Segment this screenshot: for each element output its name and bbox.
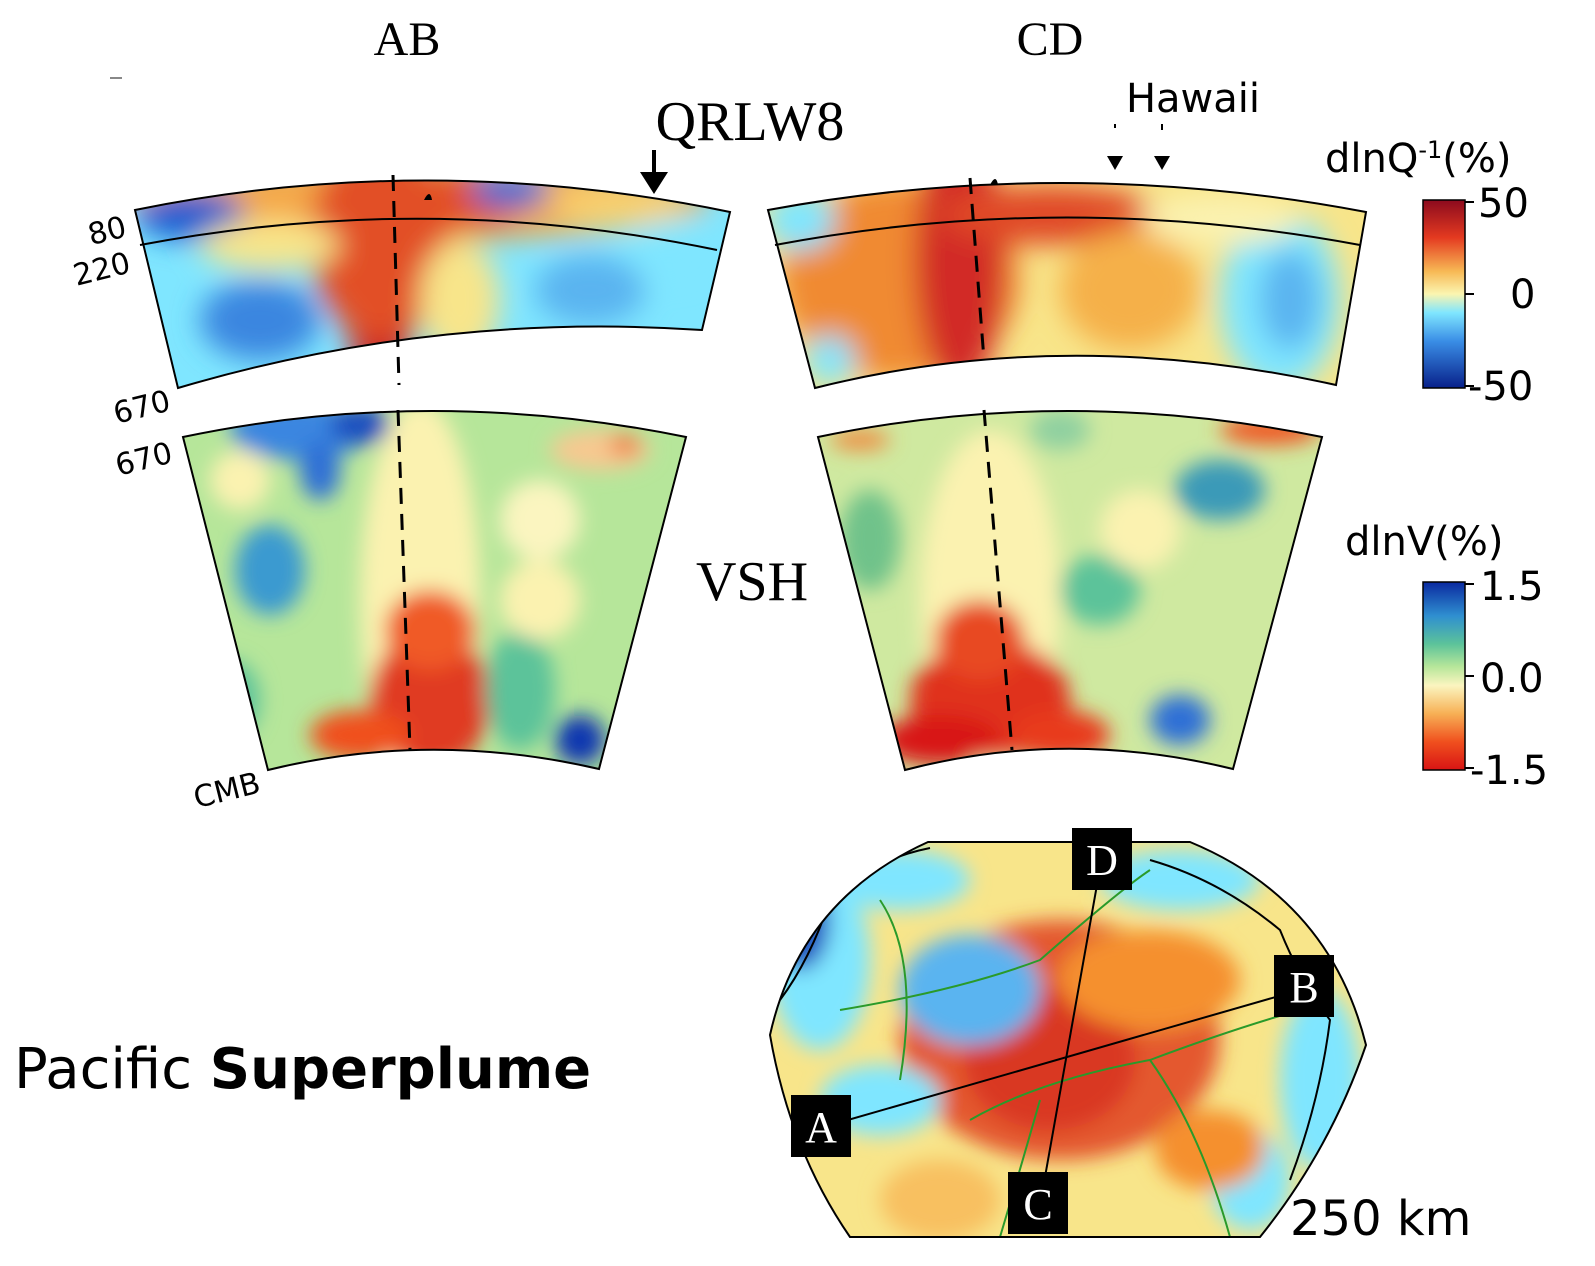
section-cd-vsh: [816, 409, 1324, 772]
depth-label-670-upper: 670: [110, 384, 174, 432]
arrow-down-icon: [640, 150, 668, 194]
colorbar-dlnq-tick-max: 50: [1478, 181, 1529, 227]
depth-label-cmb: CMB: [190, 766, 264, 816]
profile-marker-d: D: [1072, 828, 1132, 890]
pacific-map: A B C D: [768, 828, 1368, 1238]
section-ab-qrlw8: [133, 174, 732, 390]
hawaii-label: Hawaii: [1126, 76, 1260, 122]
caption-plain: Pacific: [14, 1037, 210, 1102]
section-title-ab: AB: [374, 13, 441, 66]
section-title-cd: CD: [1017, 13, 1084, 66]
profile-marker-b: B: [1274, 955, 1334, 1017]
caption-bold: Superplume: [210, 1037, 591, 1102]
colorbar-dlnv-title: dlnV(%): [1345, 519, 1503, 565]
colorbar-dlnq-title: dlnQ-1(%): [1325, 136, 1512, 182]
colorbar-dlnq: dlnQ-1(%) 50 0 -50: [1325, 136, 1535, 410]
colorbar-dlnq-tick-min: -50: [1468, 364, 1533, 410]
model-label-vsh: VSH: [696, 551, 808, 613]
colorbar-dlnv-scale: [1422, 581, 1466, 771]
colorbar-dlnv-tick-min: -1.5: [1470, 748, 1548, 794]
figure-caption: Pacific Superplume: [14, 1037, 591, 1102]
profile-marker-a: A: [791, 1095, 851, 1157]
depth-label-220: 220: [70, 246, 134, 294]
section-ab-vsh: [181, 409, 688, 772]
section-cd-qrlw8: [766, 177, 1368, 390]
map-depth-label: 250 km: [1290, 1191, 1471, 1247]
hotspot-marker: [424, 194, 432, 200]
svg-text:C: C: [1023, 1180, 1052, 1229]
colorbar-dlnv-tick-max: 1.5: [1480, 564, 1544, 610]
svg-text:A: A: [805, 1103, 837, 1152]
model-label-qrlw8: QRLW8: [656, 91, 845, 153]
profile-marker-c: C: [1008, 1172, 1068, 1234]
hawaii-markers: [1107, 124, 1170, 170]
colorbar-dlnv: dlnV(%) 1.5 0.0 -1.5: [1345, 519, 1548, 794]
svg-text:D: D: [1086, 836, 1118, 885]
svg-text:B: B: [1289, 963, 1318, 1012]
depth-label-670-lower: 670: [112, 436, 176, 484]
colorbar-dlnv-tick-mid: 0.0: [1480, 656, 1544, 702]
hotspot-marker: [990, 179, 998, 185]
colorbar-dlnq-tick-mid: 0: [1510, 272, 1535, 318]
colorbar-dlnq-scale: [1422, 199, 1466, 389]
